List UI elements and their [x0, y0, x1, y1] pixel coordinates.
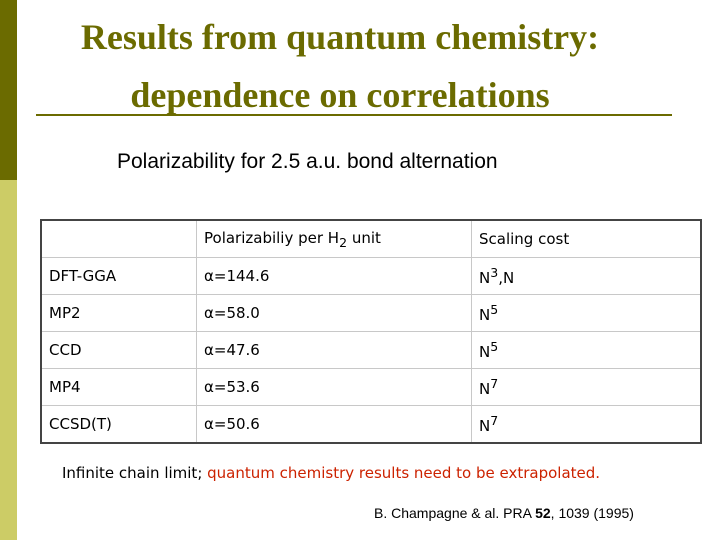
table-header-row: Polarizabiliy per H2 unit Scaling cost — [40, 219, 702, 258]
title-line-2: dependence on correlations — [130, 75, 550, 115]
table-row: MP2 α=58.0 N5 — [40, 294, 702, 332]
footnote-red-text: quantum chemistry results need to be ext… — [207, 464, 601, 482]
header-polarizability-subscript: 2 — [339, 234, 348, 250]
citation-volume: 52 — [535, 505, 551, 521]
scaling-base: N — [479, 269, 491, 287]
scaling-exponent: 7 — [490, 376, 499, 391]
alpha-cell: α=58.0 — [196, 294, 472, 332]
slide-subtitle: Polarizability for 2.5 a.u. bond alterna… — [117, 150, 498, 173]
scaling-exponent: 7 — [490, 413, 499, 428]
citation: B. Champagne & al. PRA 52, 1039 (1995) — [374, 505, 634, 521]
title-underline — [36, 114, 672, 116]
sidebar-dark-bar — [0, 0, 17, 180]
method-cell: MP2 — [40, 294, 197, 332]
scaling-cell: N5 — [471, 331, 702, 369]
scaling-base: N — [479, 306, 491, 324]
scaling-exponent: 5 — [490, 339, 499, 354]
method-cell: DFT-GGA — [40, 257, 197, 295]
method-cell: CCSD(T) — [40, 405, 197, 444]
table-row: CCSD(T) α=50.6 N7 — [40, 405, 702, 444]
header-polarizability-text: Polarizabiliy per H — [204, 228, 340, 247]
scaling-cell: N7 — [471, 405, 702, 444]
header-method — [40, 219, 197, 258]
method-cell: CCD — [40, 331, 197, 369]
scaling-cell: N5 — [471, 294, 702, 332]
slide-title: Results from quantum chemistry: dependen… — [30, 8, 650, 124]
scaling-cell: N7 — [471, 368, 702, 406]
alpha-cell: α=53.6 — [196, 368, 472, 406]
table-row: DFT-GGA α=144.6 N3,N — [40, 257, 702, 295]
header-polarizability-unit: unit — [347, 228, 381, 247]
header-polarizability: Polarizabiliy per H2 unit — [196, 219, 472, 258]
results-table: Polarizabiliy per H2 unit Scaling cost D… — [40, 219, 702, 444]
title-line-1: Results from quantum chemistry: — [80, 17, 600, 57]
footnote-black-text: Infinite chain limit; — [62, 464, 208, 482]
scaling-base: N — [479, 343, 491, 361]
scaling-exponent: 5 — [490, 302, 499, 317]
sidebar-light-bar — [0, 180, 17, 540]
scaling-cell: N3,N — [471, 257, 702, 295]
citation-prefix: B. Champagne & al. PRA — [374, 505, 536, 521]
header-scaling-cost: Scaling cost — [471, 219, 702, 258]
alpha-cell: α=47.6 — [196, 331, 472, 369]
method-cell: MP4 — [40, 368, 197, 406]
alpha-cell: α=50.6 — [196, 405, 472, 444]
table-row: MP4 α=53.6 N7 — [40, 368, 702, 406]
scaling-tail: ,N — [498, 269, 515, 287]
footnote: Infinite chain limit; quantum chemistry … — [62, 464, 600, 482]
scaling-exponent: 3 — [490, 265, 499, 280]
table-row: CCD α=47.6 N5 — [40, 331, 702, 369]
alpha-cell: α=144.6 — [196, 257, 472, 295]
scaling-base: N — [479, 417, 491, 435]
citation-suffix: , 1039 (1995) — [550, 505, 634, 521]
scaling-base: N — [479, 380, 491, 398]
